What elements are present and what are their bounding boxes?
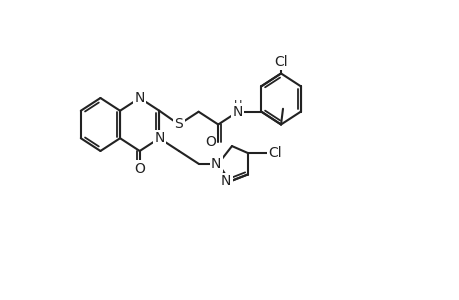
Text: Cl: Cl — [274, 55, 287, 69]
Text: Cl: Cl — [268, 146, 281, 160]
Text: N: N — [220, 174, 231, 188]
Text: H: H — [233, 100, 241, 110]
Text: N: N — [154, 131, 164, 145]
Text: O: O — [134, 162, 145, 176]
Text: N: N — [134, 91, 145, 105]
Text: H: H — [233, 105, 242, 118]
Text: O: O — [205, 135, 215, 149]
Text: S: S — [174, 118, 183, 131]
Text: N: N — [232, 105, 242, 119]
Text: N: N — [211, 157, 221, 171]
